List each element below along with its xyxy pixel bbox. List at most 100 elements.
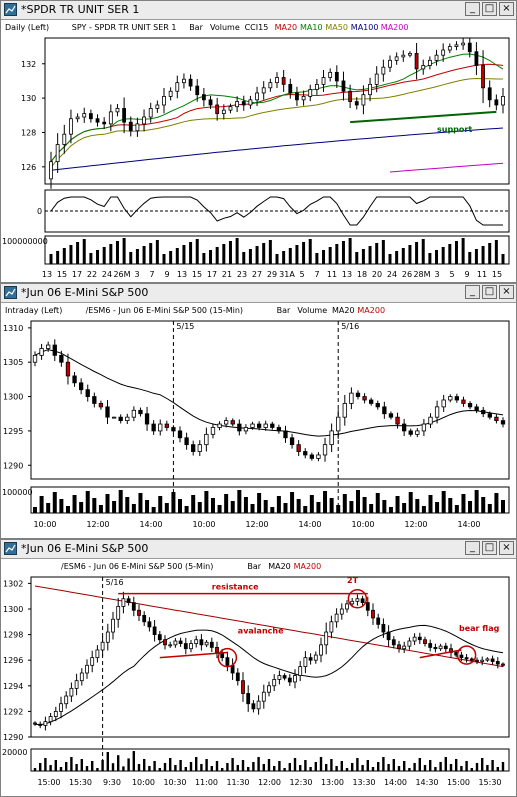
volume-bar: [243, 497, 248, 513]
volume-bar: [481, 246, 485, 264]
intraday-candle: [263, 423, 268, 428]
five-min-candle: [131, 602, 136, 611]
double-top-circle: [347, 589, 368, 609]
minimize-button[interactable]: _: [465, 541, 480, 555]
volume-bar: [388, 254, 392, 264]
daily-candle: [314, 83, 319, 90]
volume-bar: [257, 493, 262, 513]
five-min-candle: [215, 647, 219, 653]
price-tick-label: 130: [21, 94, 36, 103]
five-min-candle: [397, 644, 401, 650]
intraday-candle: [177, 430, 183, 439]
price-tick-label: 1296: [3, 656, 23, 665]
five-min-candle: [33, 722, 37, 725]
date-tick-label: 26M: [113, 270, 130, 279]
five-min-candle: [90, 657, 95, 666]
date-tick-label: 18: [357, 270, 367, 279]
minimize-button[interactable]: _: [465, 2, 480, 16]
intraday-candle: [171, 427, 176, 432]
volume-bar: [351, 763, 354, 771]
five-min-candle: [246, 693, 251, 705]
price-tick-label: 1302: [3, 579, 23, 588]
volume-bar: [388, 507, 393, 513]
volume-bar: [65, 506, 70, 513]
session-label: 5/16: [341, 322, 359, 331]
time-tick-label: 12:30: [289, 778, 312, 787]
five-min-candle: [459, 654, 464, 659]
daily-candle: [228, 106, 233, 111]
intraday-candle: [303, 451, 308, 456]
intraday-candle: [316, 454, 321, 459]
five-min-candle: [64, 695, 69, 705]
volume-bar: [98, 505, 103, 513]
time-tick-label: 14:00: [384, 778, 407, 787]
maximize-button[interactable]: □: [482, 2, 497, 16]
five-min-candle: [256, 700, 261, 710]
volume-bar: [101, 760, 104, 771]
five-min-candle: [313, 654, 318, 661]
spy-daily-chart: Daily (Left) SPY - SPDR TR UNIT SER 1 Bar V…: [2, 23, 510, 279]
price-tick-label: 1290: [3, 461, 23, 470]
volume-bar: [82, 239, 86, 264]
daily-candle: [381, 66, 386, 75]
volume-bar: [341, 241, 345, 264]
time-tick-label: 12:00: [404, 520, 427, 529]
legend-item: MA20: [275, 23, 298, 32]
window-titlebar[interactable]: *Jun 06 E-Mini S&P 500 _ □ ×: [1, 284, 516, 303]
volume-bar: [162, 254, 166, 264]
five-min-candle: [163, 639, 167, 646]
time-tick-label: 12:00: [258, 778, 281, 787]
five-min-candle: [402, 645, 407, 650]
five-min-candle: [48, 716, 53, 723]
avalanche-label: avalanche: [238, 626, 284, 635]
volume-bar: [319, 757, 323, 771]
time-tick-label: 10:00: [132, 778, 155, 787]
five-min-candle: [137, 609, 141, 616]
volume-bar: [115, 241, 119, 264]
volume-bar: [387, 764, 390, 771]
intraday-candle: [461, 399, 466, 404]
volume-bar: [413, 763, 416, 771]
five-min-candle: [85, 664, 89, 674]
intraday-candle: [164, 423, 169, 428]
five-min-candle: [261, 691, 266, 702]
daily-candle: [328, 71, 333, 78]
window-titlebar[interactable]: *Jun 06 E-Mini S&P 500 _ □ ×: [1, 540, 516, 559]
maximize-button[interactable]: □: [482, 541, 497, 555]
intraday-candle: [408, 430, 413, 435]
close-button[interactable]: ×: [499, 2, 514, 16]
volume-bar: [460, 766, 463, 771]
volume-bar: [76, 242, 80, 264]
close-button[interactable]: ×: [499, 285, 514, 299]
volume-bar: [273, 766, 276, 771]
legend-item: MA200: [294, 562, 322, 571]
close-button[interactable]: ×: [499, 541, 514, 555]
volume-bar: [355, 252, 359, 264]
minimize-button[interactable]: _: [465, 285, 480, 299]
volume-bar: [308, 239, 312, 264]
daily-candle: [474, 51, 479, 66]
volume-bar: [382, 500, 387, 513]
five-min-candle: [360, 598, 365, 603]
five-min-candle: [376, 617, 381, 625]
volume-bar: [210, 766, 213, 771]
time-tick-label: 10:30: [163, 778, 186, 787]
volume-bar: [89, 253, 93, 264]
five-min-candle: [324, 631, 329, 646]
volume-bar: [202, 253, 206, 264]
volume-bar: [295, 245, 299, 264]
volume-bar: [145, 500, 150, 513]
maximize-button[interactable]: □: [482, 285, 497, 299]
window-titlebar[interactable]: *SPDR TR UNIT SER 1 _ □ ×: [1, 1, 516, 20]
volume-bar: [395, 496, 400, 513]
five-min-candle: [423, 639, 427, 644]
daily-candle: [162, 96, 166, 106]
intraday-candle: [369, 399, 374, 404]
five-min-candle: [298, 666, 303, 676]
daily-candle: [168, 90, 173, 97]
time-tick-label: 14:30: [415, 778, 438, 787]
legend-item: Bar: [277, 306, 291, 315]
volume-bar: [138, 493, 143, 513]
volume-bar: [330, 759, 333, 771]
volume-bar: [429, 760, 432, 771]
